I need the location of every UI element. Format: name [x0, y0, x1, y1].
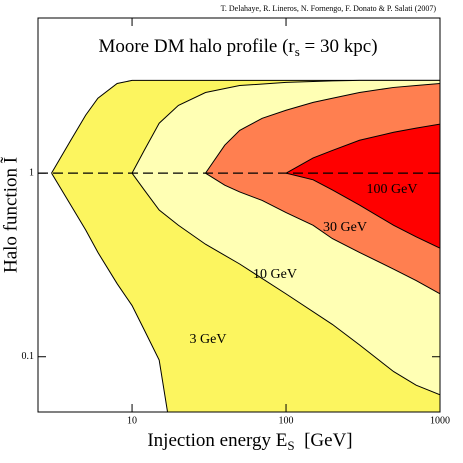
band-edge [51, 172, 169, 412]
band-edge [285, 172, 440, 249]
title-text: Moore DM halo profile (r [98, 36, 295, 57]
plot-area [51, 79, 440, 412]
title-subscript: s [295, 44, 300, 59]
x-label-text: Injection energy E [147, 430, 287, 451]
band-edge [285, 123, 440, 174]
band-label: 100 GeV [367, 182, 418, 197]
x-label-text: [GeV] [295, 430, 353, 451]
x-label-subscript: S [287, 438, 294, 453]
plot-frame [37, 17, 441, 413]
band-label: 10 GeV [253, 267, 297, 282]
x-tick-label: 10 [127, 415, 137, 426]
y-tick-label: 1 [29, 167, 34, 178]
title-text: = 30 kpc) [300, 36, 378, 57]
credit: T. Delahaye, R. Lineros, N. Fornengo, F.… [221, 4, 437, 13]
band-fill [286, 124, 440, 249]
x-axis-label: Injection energy ES [GeV] [147, 430, 352, 453]
y-tick-label: 0.1 [22, 351, 35, 362]
band-edge [131, 79, 440, 174]
y-axis-label: Halo function Ĩ [0, 156, 21, 273]
band-label: 3 GeV [190, 332, 227, 347]
band-edge [205, 172, 440, 295]
band-edge [131, 172, 440, 396]
chart-title: Moore DM halo profile (rs = 30 kpc) [98, 36, 377, 59]
band-label: 30 GeV [323, 220, 367, 235]
x-tick-label: 1000 [430, 415, 450, 426]
x-tick-label: 100 [279, 415, 294, 426]
band-edge [205, 82, 440, 174]
